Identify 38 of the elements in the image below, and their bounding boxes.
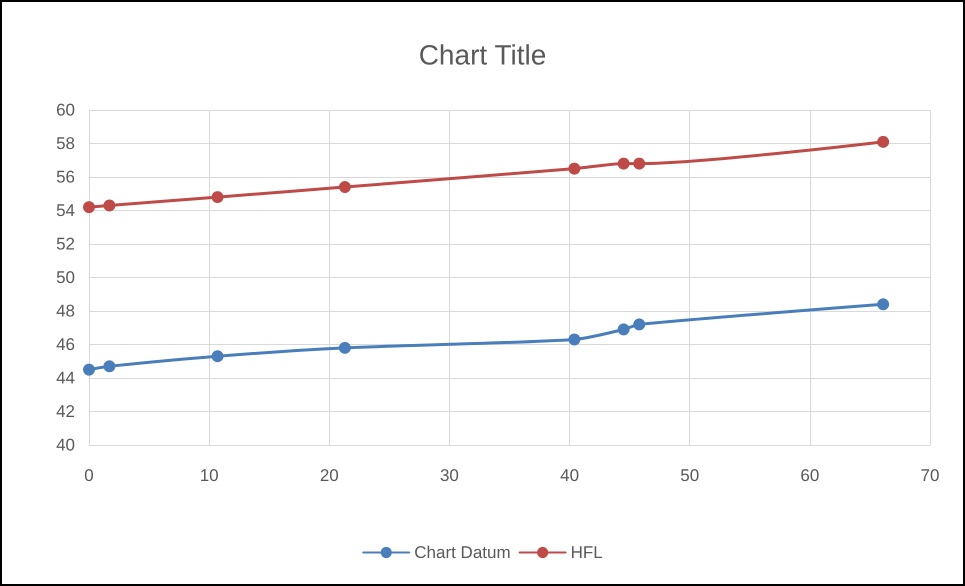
y-tick-label: 60: [56, 100, 75, 120]
point: [212, 191, 224, 204]
chart-title: Chart Title: [418, 40, 546, 70]
y-tick-label: 58: [56, 134, 75, 153]
point: [212, 350, 224, 362]
point: [103, 199, 116, 212]
x-tick-label: 10: [200, 466, 219, 485]
x-tick-label: 40: [560, 466, 580, 485]
y-tick-label: 42: [56, 402, 75, 421]
x-tick-label: 30: [440, 466, 459, 485]
x-tick-label: 50: [680, 466, 700, 485]
point: [103, 360, 116, 372]
point: [568, 333, 580, 346]
y-tick-label: 54: [56, 201, 75, 220]
x-tick-label: 60: [800, 466, 820, 485]
x-tick-label: 70: [920, 466, 940, 485]
y-tick-label: 52: [56, 234, 75, 254]
y-tick-label: 48: [56, 302, 75, 320]
point: [877, 298, 890, 310]
x-tick-label: 0: [84, 466, 94, 485]
y-tick-label: 56: [56, 168, 75, 186]
point: [618, 323, 630, 336]
legend-label: HFL: [570, 543, 603, 562]
y-tick-label: 50: [56, 268, 75, 287]
point: [83, 201, 95, 214]
y-tick-label: 44: [56, 368, 75, 388]
x-tick-label: 20: [320, 466, 339, 485]
y-tick-label: 46: [56, 335, 75, 354]
point: [633, 318, 646, 330]
y-tick-label: 40: [56, 436, 75, 454]
point: [633, 158, 646, 170]
legend-label: Chart Datum: [414, 543, 511, 562]
point: [338, 342, 351, 354]
point: [568, 162, 580, 175]
point: [83, 364, 95, 376]
point: [618, 158, 630, 170]
point: [877, 136, 890, 148]
point: [338, 181, 351, 194]
